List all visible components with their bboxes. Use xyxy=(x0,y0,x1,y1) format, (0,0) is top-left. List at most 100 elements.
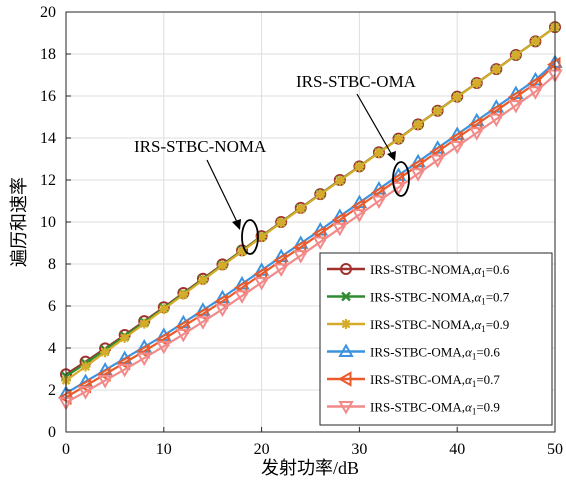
data-point xyxy=(546,56,561,73)
data-point xyxy=(334,175,345,186)
data-point xyxy=(491,64,502,75)
x-tick-label: 10 xyxy=(156,441,172,458)
y-tick-label: 0 xyxy=(48,424,56,441)
data-point xyxy=(393,134,404,145)
legend-item: IRS-STBC-NOMA,α1=0.6 xyxy=(327,262,510,279)
data-point xyxy=(390,181,407,196)
y-tick-label: 4 xyxy=(48,340,56,357)
annotation-noma-arrowhead xyxy=(232,219,241,230)
x-axis-label: 发射功率/dB xyxy=(261,458,359,478)
data-point xyxy=(156,340,172,355)
annotation-noma-ellipse xyxy=(241,219,259,255)
y-tick-label: 16 xyxy=(40,88,56,105)
data-point xyxy=(77,378,92,394)
legend-label: IRS-STBC-OMA,α1=0.9 xyxy=(370,400,500,417)
data-point xyxy=(80,361,91,372)
data-point xyxy=(158,304,169,315)
data-point xyxy=(351,209,368,223)
data-point xyxy=(292,250,309,264)
data-point xyxy=(410,168,426,182)
legend-swatch-marker xyxy=(341,291,351,302)
data-point xyxy=(237,246,248,257)
data-point xyxy=(195,316,211,330)
y-tick-label: 12 xyxy=(40,172,56,189)
x-tick-label: 20 xyxy=(254,441,270,458)
annotation-oma-arrow xyxy=(356,93,393,156)
y-tick-label: 6 xyxy=(48,298,56,315)
data-point xyxy=(77,386,94,400)
legend-label: IRS-STBC-NOMA,α1=0.6 xyxy=(370,262,510,279)
data-point xyxy=(295,203,306,214)
legend-label: IRS-STBC-OMA,α1=0.7 xyxy=(370,372,500,389)
annotation-noma-arrow xyxy=(206,159,239,225)
data-point xyxy=(429,154,446,169)
y-axis-label: 遍历和速率 xyxy=(9,177,29,267)
legend: IRS-STBC-NOMA,α1=0.6 IRS-STBC-NOMA,α1=0.7… xyxy=(319,252,553,426)
data-point xyxy=(488,113,505,128)
y-tick-label: 14 xyxy=(40,130,56,147)
y-tick-label: 8 xyxy=(48,256,56,273)
y-tick-label: 10 xyxy=(40,214,56,231)
series-6 xyxy=(58,69,563,411)
x-tick-label: 40 xyxy=(449,441,465,458)
data-point xyxy=(432,105,443,116)
data-point xyxy=(253,276,270,291)
data-point xyxy=(214,303,231,318)
data-point xyxy=(449,140,465,155)
legend-item: IRS-STBC-OMA,α1=0.7 xyxy=(327,371,500,389)
data-point xyxy=(276,217,287,228)
data-point xyxy=(527,86,544,100)
data-point xyxy=(510,50,521,61)
annotations: IRS-STBC-NOMA IRS-STBC-OMA xyxy=(134,72,417,255)
data-point xyxy=(197,275,208,286)
series-3 xyxy=(61,22,560,386)
legend-swatch-marker xyxy=(337,371,352,387)
ticks: 0 10 20 30 40 50 0 2 4 6 8 10 12 14 16 18 20 xyxy=(40,4,563,458)
data-point xyxy=(452,92,463,103)
data-point xyxy=(332,222,348,237)
data-point xyxy=(530,36,541,47)
legend-label: IRS-STBC-OMA,α1=0.6 xyxy=(370,345,500,362)
data-point xyxy=(273,263,289,278)
y-tick-label: 2 xyxy=(48,382,56,399)
data-point xyxy=(371,195,387,210)
data-point xyxy=(471,78,482,89)
data-point xyxy=(256,231,267,242)
data-point xyxy=(139,318,150,329)
data-point xyxy=(413,119,424,130)
legend-swatch-marker xyxy=(341,319,351,329)
data-point xyxy=(508,99,524,114)
legend-box xyxy=(319,252,553,426)
legend-swatch-marker xyxy=(340,263,352,275)
data-point xyxy=(175,328,192,343)
x-tick-label: 30 xyxy=(351,441,367,458)
legend-label: IRS-STBC-NOMA,α1=0.7 xyxy=(370,290,510,307)
data-point xyxy=(119,332,130,343)
data-point xyxy=(354,161,365,172)
legend-label: IRS-STBC-NOMA,α1=0.9 xyxy=(370,317,509,334)
x-tick-label: 0 xyxy=(62,441,70,458)
y-tick-label: 20 xyxy=(40,4,56,21)
data-point xyxy=(312,236,329,250)
data-point xyxy=(136,352,152,367)
data-point xyxy=(116,363,133,378)
data-point xyxy=(469,127,485,141)
annotation-noma: IRS-STBC-NOMA xyxy=(134,137,267,156)
data-point xyxy=(234,290,250,304)
x-tick-label: 50 xyxy=(547,441,563,458)
data-point xyxy=(373,147,384,158)
data-point xyxy=(97,375,113,389)
data-point xyxy=(100,347,111,358)
data-point xyxy=(97,366,111,382)
annotation-oma: IRS-STBC-OMA xyxy=(296,72,417,91)
data-point xyxy=(315,189,326,200)
legend-swatch-marker xyxy=(338,343,354,357)
annotation-oma-ellipse xyxy=(392,161,410,197)
legend-item: IRS-STBC-OMA,α1=0.6 xyxy=(327,343,500,362)
legend-item: IRS-STBC-NOMA,α1=0.7 xyxy=(327,290,510,307)
series-layer xyxy=(57,21,563,411)
legend-item: IRS-STBC-OMA,α1=0.9 xyxy=(327,400,500,417)
legend-swatch-marker xyxy=(338,401,354,415)
data-point xyxy=(273,252,287,269)
